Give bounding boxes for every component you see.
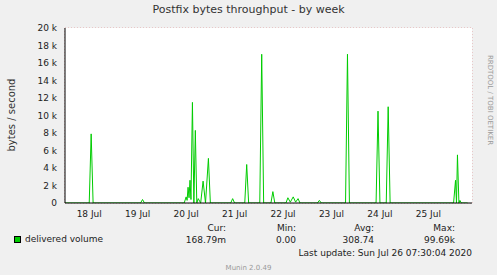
- svg-text:18 k: 18 k: [37, 41, 57, 51]
- html-text:Avg:: Avg:: [354, 223, 374, 233]
- html-text:Min:: Min:: [277, 223, 296, 233]
- svg-text:12 k: 12 k: [37, 93, 57, 103]
- svg-text:0: 0: [51, 198, 57, 208]
- svg-text:23 Jul: 23 Jul: [319, 209, 344, 219]
- html-text:Postfix bytes throughput - by: Postfix bytes throughput - by week: [152, 3, 345, 16]
- svg-text:6 k: 6 k: [43, 146, 58, 156]
- svg-text:24 Jul: 24 Jul: [367, 209, 392, 219]
- svg-text:18 Jul: 18 Jul: [77, 209, 102, 219]
- html-text:Cur:: Cur:: [207, 223, 226, 233]
- html-text:delivered volume: delivered volume: [25, 234, 104, 244]
- svg-text:25 Jul: 25 Jul: [416, 209, 441, 219]
- html-text:0.00: 0.00: [276, 235, 296, 245]
- svg-text:16 k: 16 k: [37, 58, 57, 68]
- svg-text:8 k: 8 k: [43, 128, 58, 138]
- svg-text:22 Jul: 22 Jul: [270, 209, 295, 219]
- html-text:308.74: 308.74: [342, 235, 374, 245]
- html-text:99.69k: 99.69k: [424, 235, 455, 245]
- svg-text:14 k: 14 k: [37, 76, 57, 86]
- svg-text:19 Jul: 19 Jul: [125, 209, 150, 219]
- svg-text:20 k: 20 k: [37, 23, 57, 33]
- svg-text:10 k: 10 k: [37, 111, 57, 121]
- svg-text:21 Jul: 21 Jul: [222, 209, 247, 219]
- svg-text:4 k: 4 k: [43, 163, 58, 173]
- html-text:bytes / second: bytes / second: [6, 78, 17, 152]
- html-text:168.79m: 168.79m: [185, 235, 226, 245]
- html-text:Last update: Sun Jul 26 07:30:: Last update: Sun Jul 26 07:30:04 2020: [298, 248, 472, 258]
- svg-text:20 Jul: 20 Jul: [174, 209, 199, 219]
- html-text:RRDTOOL / TOBI OETIKER: RRDTOOL / TOBI OETIKER: [485, 54, 494, 146]
- html-text:Munin 2.0.49: Munin 2.0.49: [225, 264, 272, 272]
- html-text:Max:: Max:: [433, 223, 455, 233]
- svg-text:2 k: 2 k: [43, 181, 58, 191]
